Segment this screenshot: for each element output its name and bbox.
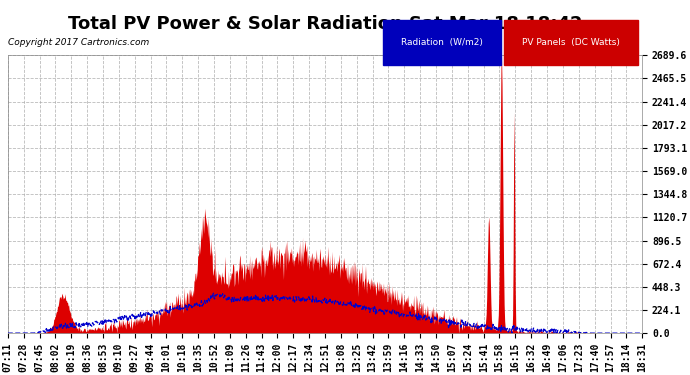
Title: Total PV Power & Solar Radiation Sat Mar 18 18:42: Total PV Power & Solar Radiation Sat Mar… xyxy=(68,15,582,33)
